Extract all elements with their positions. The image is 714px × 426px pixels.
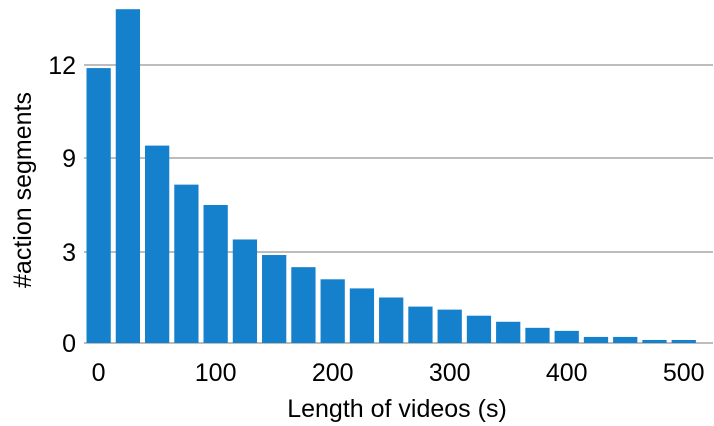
bar-12 xyxy=(437,309,462,343)
bar-17 xyxy=(583,336,609,343)
bar-13 xyxy=(466,315,492,343)
bars-group xyxy=(86,9,696,343)
bar-10 xyxy=(379,297,404,343)
bar-2 xyxy=(145,145,170,343)
y-axis-title: #action segments xyxy=(9,92,37,288)
bar-14 xyxy=(496,321,521,343)
y-tick-label-3: 12 xyxy=(48,52,76,80)
y-tick-labels: 0 3 9 12 xyxy=(48,52,76,358)
bar-18 xyxy=(613,336,638,343)
bar-11 xyxy=(408,306,433,343)
bar-16 xyxy=(554,330,579,343)
bar-19 xyxy=(642,339,667,343)
bar-20 xyxy=(671,339,696,343)
bar-0 xyxy=(86,68,111,343)
bar-9 xyxy=(349,288,375,343)
x-tick-label-3: 300 xyxy=(429,359,471,387)
x-tick-label-1: 100 xyxy=(195,359,237,387)
bar-7 xyxy=(291,267,316,343)
bar-8 xyxy=(320,279,345,343)
bar-4 xyxy=(203,205,228,343)
x-tick-label-0: 0 xyxy=(92,359,106,387)
y-tick-label-2: 9 xyxy=(62,145,76,173)
bar-3 xyxy=(174,184,199,343)
x-tick-label-5: 500 xyxy=(663,359,705,387)
x-tick-label-2: 200 xyxy=(312,359,354,387)
x-axis-title: Length of videos (s) xyxy=(287,395,507,423)
x-tick-label-4: 400 xyxy=(546,359,588,387)
y-tick-label-0: 0 xyxy=(62,330,76,358)
bar-6 xyxy=(262,255,287,343)
y-tick-label-1: 3 xyxy=(62,239,76,267)
bar-15 xyxy=(525,327,550,343)
bar-5 xyxy=(232,239,258,343)
bar-1 xyxy=(115,9,141,343)
x-tick-labels: 0 100 200 300 400 500 xyxy=(92,359,705,387)
